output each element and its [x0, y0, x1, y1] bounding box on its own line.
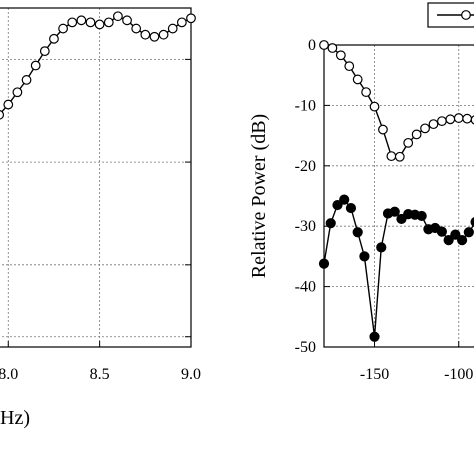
right-y-tick-label: -40: [295, 279, 316, 296]
right-series-2-point: [352, 227, 363, 238]
left-series-point: [140, 29, 151, 40]
left-series-point: [3, 99, 14, 110]
right-gridlines: [324, 45, 474, 347]
right-series-1-point: [462, 113, 473, 124]
right-series-2-point: [332, 199, 343, 211]
right-x-tick-label: -150: [360, 366, 389, 383]
right-series-2-point: [443, 234, 454, 246]
left-x-tick-labels: 8.0 8.5 9.0: [0, 366, 201, 383]
right-series-2-point: [436, 226, 447, 237]
right-series-2-point: [318, 258, 330, 269]
left-series-point: [0, 110, 5, 120]
right-x-tick-labels: -150 -100: [360, 366, 474, 383]
right-series-2-point: [470, 217, 474, 227]
left-series-point: [113, 11, 123, 22]
right-series-2-point: [416, 210, 427, 222]
left-series-point: [167, 23, 178, 34]
left-gridlines: [0, 8, 191, 347]
left-series-point: [158, 29, 169, 40]
right-series-1-point: [436, 116, 447, 127]
right-series-2-point: [463, 227, 474, 238]
right-series-2-point: [389, 206, 400, 217]
right-x-tick-label: -100: [444, 366, 473, 383]
right-series-1-point: [470, 115, 474, 125]
left-series-point: [21, 75, 32, 85]
left-series-point: [30, 60, 41, 71]
left-chart: 8.0 8.5 9.0 Hz): [0, 7, 201, 429]
right-series-1-point: [428, 119, 439, 130]
right-series-2-point: [345, 202, 357, 214]
left-series-point: [176, 17, 187, 28]
right-series-1-point: [369, 101, 380, 112]
right-series-1-point: [453, 113, 464, 123]
right-series-1-point: [344, 61, 355, 72]
right-series-2-point: [339, 194, 350, 205]
right-series-2-point: [325, 218, 336, 229]
right-series-2-point: [396, 213, 407, 225]
right-y-axis-label: Relative Power (dB): [248, 114, 270, 278]
right-series-2-point: [376, 242, 387, 253]
right-series-2-point: [369, 331, 380, 342]
right-y-tick-labels: 0 -10 -20 -30 -40 -50: [295, 37, 316, 356]
right-series-1-line: [323, 44, 474, 158]
right-series-2-point: [359, 251, 370, 262]
left-series-point: [186, 13, 196, 24]
left-plot-frame: [0, 7, 192, 348]
left-series-point: [49, 33, 59, 44]
left-series-point: [131, 23, 142, 34]
right-series-2-point: [457, 234, 468, 246]
left-x-tick-label: 9.0: [181, 366, 201, 383]
right-y-tick-label: -30: [295, 218, 316, 235]
left-series-point: [103, 17, 114, 28]
right-series-1-point: [352, 74, 363, 85]
right-legend: [427, 2, 474, 28]
right-plot-border: [323, 44, 474, 348]
left-series-point: [149, 31, 160, 42]
left-series-group: [0, 11, 196, 120]
right-series-1-point: [445, 114, 456, 125]
right-y-tick-label: -20: [295, 158, 316, 175]
right-series-1-point: [327, 43, 338, 53]
left-series-point: [39, 46, 50, 57]
right-series-1-point: [361, 87, 372, 98]
left-series-point: [85, 17, 96, 28]
left-x-tick-label: 8.0: [0, 366, 18, 383]
right-series-1-point: [420, 123, 430, 134]
right-series-1-point: [319, 40, 329, 50]
left-plot-border: [0, 7, 192, 348]
right-y-tick-label: -50: [295, 339, 316, 356]
right-series-1-point: [403, 137, 414, 148]
left-series-point: [76, 15, 87, 26]
right-y-tick-label: -10: [295, 97, 316, 114]
right-chart: 0 -10 -20 -30 -40 -50 -150 -100 Relative Power…: [248, 2, 474, 383]
left-series-point: [94, 19, 105, 30]
left-series-point: [12, 87, 23, 98]
left-series-point: [67, 17, 78, 28]
right-series-1-point: [394, 151, 405, 162]
right-series-1-point: [378, 124, 388, 135]
right-series-2-point: [450, 229, 461, 240]
right-series-1-point: [335, 50, 346, 61]
left-x-axis-label: Hz): [0, 407, 30, 429]
right-series-group: [318, 40, 474, 342]
right-series-1-point: [386, 151, 397, 162]
left-series-point: [122, 15, 132, 26]
right-series-1-point: [411, 129, 422, 140]
right-y-tick-label: 0: [308, 37, 316, 54]
legend-marker-sample: [461, 10, 471, 20]
left-x-tick-label: 8.5: [90, 366, 110, 383]
left-series-point: [58, 23, 68, 34]
